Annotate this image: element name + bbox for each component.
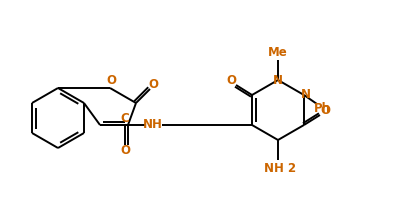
Text: N: N	[273, 73, 283, 86]
Text: O: O	[106, 75, 116, 88]
Text: NH 2: NH 2	[264, 161, 296, 174]
Text: Ph: Ph	[313, 102, 330, 115]
Text: O: O	[120, 144, 130, 157]
Text: O: O	[148, 79, 158, 92]
Text: O: O	[320, 105, 330, 118]
Text: Me: Me	[268, 46, 288, 59]
Text: O: O	[226, 75, 236, 88]
Text: C: C	[121, 112, 129, 125]
Text: N: N	[301, 88, 311, 102]
Text: NH: NH	[143, 118, 163, 131]
